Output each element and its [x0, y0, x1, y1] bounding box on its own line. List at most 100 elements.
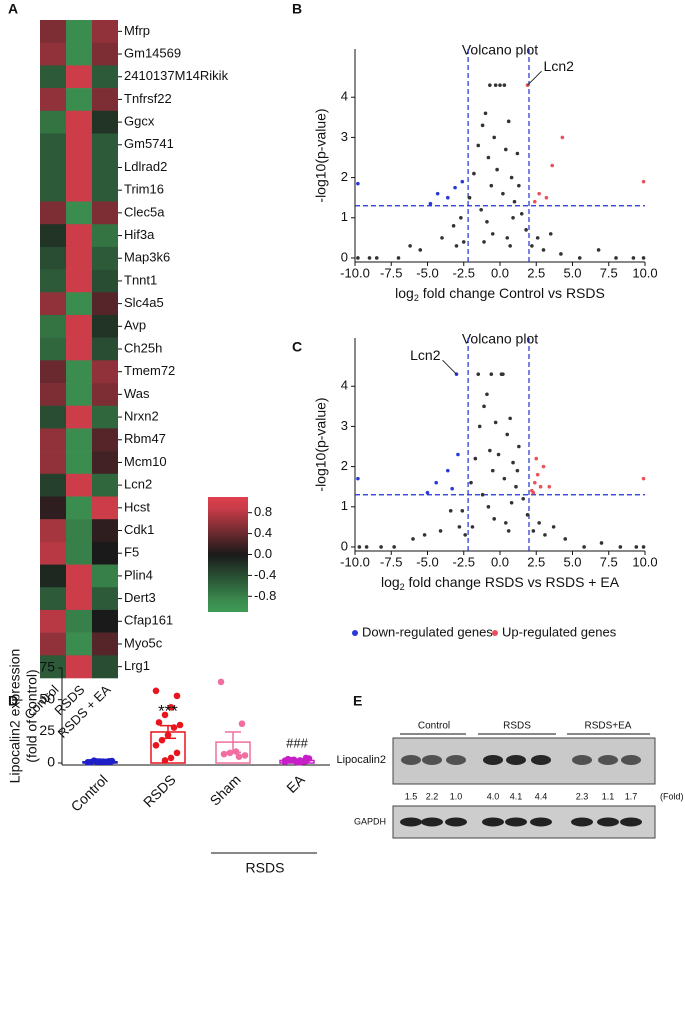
point — [512, 199, 517, 204]
heat-cell — [40, 655, 66, 679]
point — [438, 529, 443, 533]
panel-label: E — [353, 693, 362, 709]
point — [448, 509, 453, 513]
y-tick-label: 3 — [341, 418, 348, 433]
fold-value: 1.7 — [625, 791, 638, 801]
band — [445, 817, 467, 827]
heat-cell — [40, 269, 66, 293]
point — [479, 207, 483, 212]
point — [453, 185, 457, 190]
heat-cell — [92, 655, 118, 679]
row-label: Map3k6 — [124, 250, 170, 265]
heat-cell — [66, 337, 92, 361]
heat-cell — [66, 360, 92, 384]
fold-value: 4.0 — [487, 791, 500, 801]
x-tick-label: 0.0 — [491, 265, 509, 280]
chart-title: Volcano plot — [462, 331, 538, 347]
colorbar-tick-label: 0.4 — [254, 525, 272, 540]
data-point — [152, 687, 160, 695]
point — [496, 452, 501, 457]
point — [473, 456, 478, 461]
heat-cell — [66, 496, 92, 520]
heat-cell — [92, 609, 118, 633]
x-tick-label: 5.0 — [563, 265, 581, 280]
colorbar-tick-label: 0.8 — [254, 504, 272, 519]
row-label: Slc4a5 — [124, 295, 164, 310]
heat-cell — [40, 360, 66, 384]
heat-cell — [40, 88, 66, 112]
point — [538, 484, 543, 489]
point — [480, 492, 485, 497]
point — [502, 83, 507, 87]
data-point — [217, 678, 225, 686]
point — [463, 533, 468, 537]
point — [492, 135, 497, 140]
heat-cell — [92, 632, 118, 656]
data-point — [105, 758, 113, 765]
point — [559, 252, 563, 256]
row-label: Hif3a — [124, 227, 155, 242]
y-tick-label: 2 — [341, 458, 348, 473]
fold-value: 4.1 — [510, 791, 523, 801]
data-point — [161, 711, 169, 719]
heat-cell — [40, 564, 66, 588]
row-label: Plin4 — [124, 567, 153, 582]
colorbar-tick-label: 0.0 — [254, 546, 272, 561]
point — [411, 537, 415, 541]
row-label: Hcst — [124, 499, 150, 514]
x-tick-label: 7.5 — [600, 265, 618, 280]
point — [446, 195, 450, 200]
heat-cell — [92, 20, 118, 43]
point — [501, 372, 505, 376]
point — [511, 460, 515, 465]
data-point — [287, 756, 295, 764]
point — [533, 480, 537, 485]
point — [582, 545, 586, 549]
point — [460, 179, 465, 184]
data-point — [152, 741, 160, 749]
data-point — [155, 719, 163, 726]
y-axis-label: -log10(p-value) — [313, 108, 329, 202]
point — [454, 244, 459, 248]
point — [599, 541, 604, 545]
point — [364, 545, 369, 549]
heat-cell — [40, 428, 66, 452]
row-label: Mcm10 — [124, 454, 167, 469]
point — [502, 476, 507, 481]
point — [367, 256, 372, 260]
heat-cell — [66, 65, 92, 89]
row-label: Was — [124, 386, 150, 401]
point — [535, 236, 540, 240]
annotation: *** — [158, 701, 178, 720]
heat-cell — [66, 587, 92, 611]
point — [631, 256, 636, 260]
y-tick-label: 3 — [341, 129, 348, 144]
heat-cell — [66, 564, 92, 588]
x-tick-label: -5.0 — [416, 265, 438, 280]
heat-cell — [92, 541, 118, 565]
point — [392, 545, 396, 549]
heat-cell — [40, 133, 66, 157]
point — [428, 201, 433, 206]
point — [456, 452, 460, 457]
heat-cell — [66, 292, 92, 316]
heat-cell — [66, 42, 92, 66]
annotation: ### — [286, 735, 308, 750]
point — [356, 181, 360, 186]
y-tick-label: 1 — [341, 209, 348, 224]
row-label: Tmem72 — [124, 363, 175, 378]
point — [505, 432, 510, 437]
group-label: Control — [418, 721, 450, 732]
point — [485, 220, 489, 224]
annotation-leader — [527, 70, 542, 86]
band — [572, 755, 592, 765]
heat-cell — [40, 110, 66, 134]
point — [425, 490, 430, 495]
point — [472, 171, 476, 176]
point — [504, 521, 508, 525]
point — [531, 529, 536, 533]
point — [477, 424, 482, 429]
data-point — [176, 721, 184, 729]
point — [514, 484, 518, 489]
